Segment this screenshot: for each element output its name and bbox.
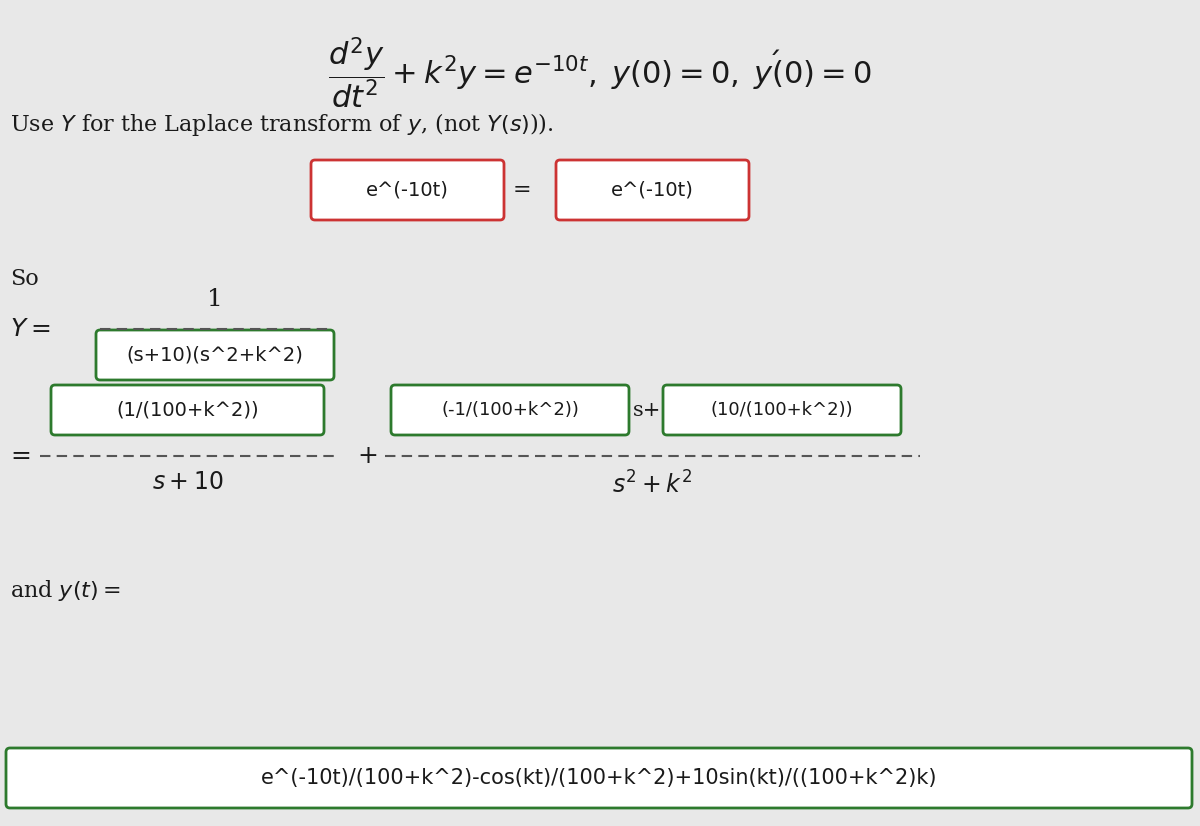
Text: s+: s+ <box>634 401 661 420</box>
Text: Use $\mathit{Y}$ for the Laplace transform of $\mathit{y}$, (not $\mathit{Y}(s)$: Use $\mathit{Y}$ for the Laplace transfo… <box>10 111 553 138</box>
Text: $\mathit{Y} =$: $\mathit{Y} =$ <box>10 317 50 340</box>
Text: =: = <box>10 444 31 468</box>
Text: 1: 1 <box>208 288 223 311</box>
Text: $s^2 + k^2$: $s^2 + k^2$ <box>612 471 692 498</box>
Text: +: + <box>358 444 378 468</box>
Text: =: = <box>512 180 532 200</box>
FancyBboxPatch shape <box>391 385 629 435</box>
Text: (10/(100+k^2)): (10/(100+k^2)) <box>710 401 853 419</box>
FancyBboxPatch shape <box>96 330 334 380</box>
Text: (1/(100+k^2)): (1/(100+k^2)) <box>116 401 259 420</box>
Text: (s+10)(s^2+k^2): (s+10)(s^2+k^2) <box>126 345 304 364</box>
Text: e^(-10t): e^(-10t) <box>611 181 694 200</box>
FancyBboxPatch shape <box>662 385 901 435</box>
Text: (-1/(100+k^2)): (-1/(100+k^2)) <box>442 401 578 419</box>
FancyBboxPatch shape <box>6 748 1192 808</box>
Text: e^(-10t)/(100+k^2)-cos(kt)/(100+k^2)+10sin(kt)/((100+k^2)k): e^(-10t)/(100+k^2)-cos(kt)/(100+k^2)+10s… <box>260 768 937 788</box>
Text: So: So <box>10 268 38 290</box>
Text: and $\mathit{y}(t) =$: and $\mathit{y}(t) =$ <box>10 578 121 603</box>
FancyBboxPatch shape <box>556 160 749 220</box>
Text: e^(-10t): e^(-10t) <box>366 181 449 200</box>
FancyBboxPatch shape <box>311 160 504 220</box>
Text: $s + 10$: $s + 10$ <box>151 471 223 494</box>
FancyBboxPatch shape <box>50 385 324 435</box>
Text: $\dfrac{d^2y}{dt^2} + k^2y = e^{-10t},\; y(0) = 0,\; y\'(0) = 0$: $\dfrac{d^2y}{dt^2} + k^2y = e^{-10t},\;… <box>329 36 871 112</box>
